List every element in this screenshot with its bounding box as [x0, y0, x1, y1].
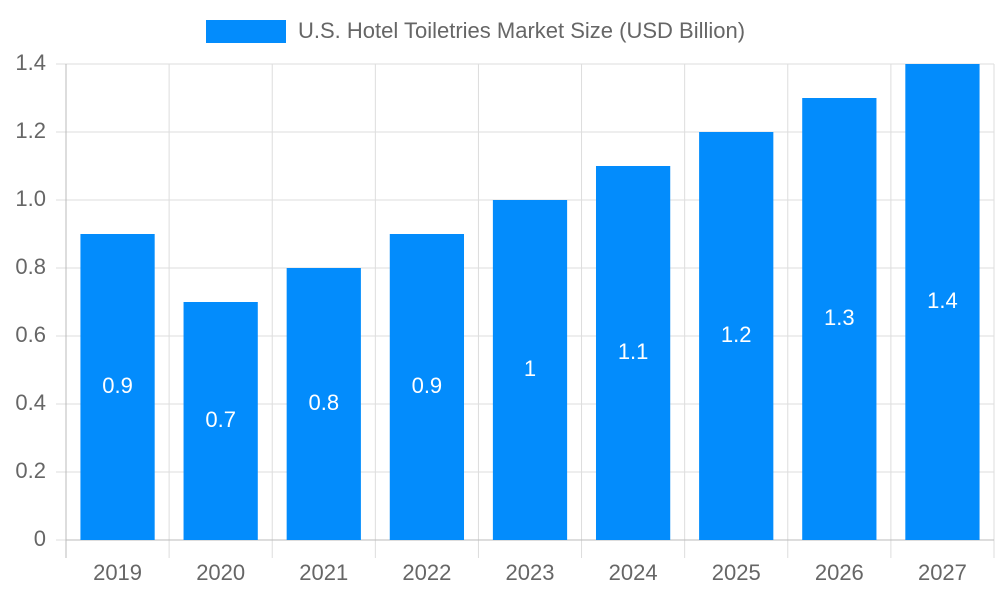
data-label: 1 — [524, 356, 536, 381]
y-tick-label: 0.2 — [15, 458, 46, 483]
legend-label: U.S. Hotel Toiletries Market Size (USD B… — [298, 18, 745, 43]
bar — [905, 64, 980, 540]
bar — [802, 98, 877, 540]
x-tick-label: 2025 — [712, 560, 761, 585]
y-tick-label: 1.0 — [15, 186, 46, 211]
data-label: 0.9 — [412, 373, 443, 398]
x-tick-label: 2023 — [506, 560, 555, 585]
y-tick-label: 0.4 — [15, 390, 46, 415]
bar — [699, 132, 774, 540]
x-tick-label: 2019 — [93, 560, 142, 585]
data-label: 0.8 — [308, 390, 339, 415]
data-label: 1.2 — [721, 322, 752, 347]
data-label: 0.7 — [205, 407, 236, 432]
data-label: 0.9 — [102, 373, 133, 398]
x-tick-label: 2020 — [196, 560, 245, 585]
y-tick-label: 1.2 — [15, 118, 46, 143]
x-tick-label: 2027 — [918, 560, 967, 585]
bar — [183, 302, 258, 540]
y-tick-label: 0.8 — [15, 254, 46, 279]
bar — [286, 268, 361, 540]
y-tick-label: 0.6 — [15, 322, 46, 347]
y-tick-label: 1.4 — [15, 50, 46, 75]
data-label: 1.4 — [927, 288, 958, 313]
data-label: 1.1 — [618, 339, 649, 364]
x-tick-label: 2024 — [609, 560, 658, 585]
bar — [80, 234, 155, 540]
data-label: 1.3 — [824, 305, 855, 330]
bar — [389, 234, 465, 540]
x-tick-label: 2021 — [299, 560, 348, 585]
x-tick-label: 2026 — [815, 560, 864, 585]
legend-swatch — [206, 20, 286, 43]
x-tick-label: 2022 — [402, 560, 451, 585]
y-tick-label: 0 — [34, 526, 46, 551]
bar — [595, 166, 671, 540]
bar — [492, 200, 568, 540]
